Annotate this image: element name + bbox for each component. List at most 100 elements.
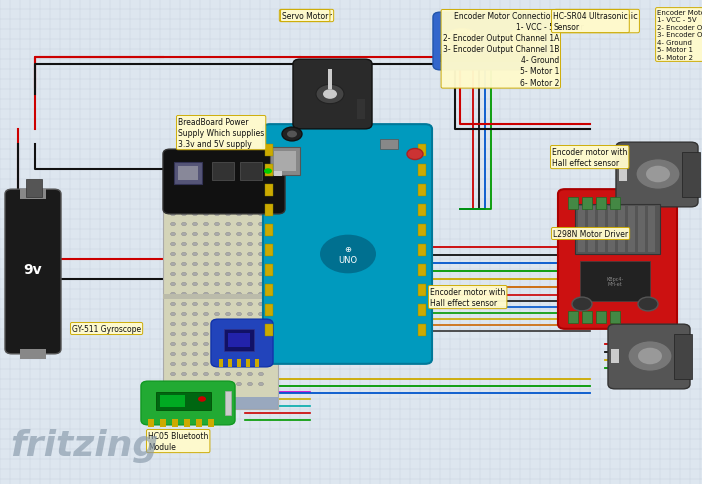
Bar xyxy=(228,333,250,348)
Bar xyxy=(618,207,625,253)
FancyBboxPatch shape xyxy=(163,150,285,214)
Circle shape xyxy=(225,373,230,376)
Circle shape xyxy=(192,213,197,216)
Circle shape xyxy=(264,169,272,174)
FancyBboxPatch shape xyxy=(608,324,690,389)
Text: GY-511 Gyroscope: GY-511 Gyroscope xyxy=(72,324,141,333)
Circle shape xyxy=(248,343,253,346)
Circle shape xyxy=(237,233,241,236)
Circle shape xyxy=(215,333,220,336)
Circle shape xyxy=(248,352,253,356)
Circle shape xyxy=(215,243,220,246)
Bar xyxy=(418,264,426,276)
Circle shape xyxy=(237,213,241,216)
Circle shape xyxy=(182,293,187,296)
Bar xyxy=(237,359,241,367)
Circle shape xyxy=(248,243,253,246)
Circle shape xyxy=(171,223,176,226)
Circle shape xyxy=(258,272,263,276)
Circle shape xyxy=(215,293,220,296)
Circle shape xyxy=(171,283,176,286)
Circle shape xyxy=(171,382,176,386)
Circle shape xyxy=(258,253,263,256)
Bar xyxy=(26,180,42,197)
Text: Servo Motor: Servo Motor xyxy=(282,12,329,21)
Bar xyxy=(638,207,645,253)
Circle shape xyxy=(204,283,208,286)
Bar xyxy=(610,311,620,323)
Bar xyxy=(178,166,198,181)
Circle shape xyxy=(204,293,208,296)
Circle shape xyxy=(258,213,263,216)
Circle shape xyxy=(182,213,187,216)
Circle shape xyxy=(320,235,376,274)
Circle shape xyxy=(192,293,197,296)
Circle shape xyxy=(204,243,208,246)
Circle shape xyxy=(258,302,263,306)
Circle shape xyxy=(204,343,208,346)
Bar xyxy=(608,207,615,253)
Circle shape xyxy=(237,272,241,276)
Text: 9v: 9v xyxy=(24,262,42,276)
Bar xyxy=(255,359,259,367)
FancyBboxPatch shape xyxy=(616,143,698,208)
Circle shape xyxy=(225,223,230,226)
Circle shape xyxy=(192,302,197,306)
Circle shape xyxy=(248,363,253,366)
Text: Encoder Motor Connections
1- VCC - 5V
2- Encoder Output Channel 1A
3- Encoder Ou: Encoder Motor Connections 1- VCC - 5V 2-… xyxy=(443,12,559,88)
Circle shape xyxy=(204,363,208,366)
Circle shape xyxy=(215,233,220,236)
Circle shape xyxy=(237,333,241,336)
Circle shape xyxy=(628,341,672,371)
Circle shape xyxy=(171,333,176,336)
Circle shape xyxy=(258,363,263,366)
Bar xyxy=(274,162,282,177)
Bar xyxy=(582,311,592,323)
Circle shape xyxy=(204,213,208,216)
Bar xyxy=(265,244,273,257)
Circle shape xyxy=(225,253,230,256)
Circle shape xyxy=(182,313,187,316)
Circle shape xyxy=(171,272,176,276)
Bar xyxy=(357,100,365,120)
Bar xyxy=(156,392,211,410)
Circle shape xyxy=(316,85,344,105)
Circle shape xyxy=(215,253,220,256)
Text: BreadBoard Power
Supply Which supplies
3.3v and 5V supply: BreadBoard Power Supply Which supplies 3… xyxy=(178,118,264,149)
Circle shape xyxy=(182,302,187,306)
Circle shape xyxy=(237,283,241,286)
Circle shape xyxy=(215,343,220,346)
Text: ⊕
UNO: ⊕ UNO xyxy=(338,245,357,264)
Circle shape xyxy=(192,243,197,246)
Bar xyxy=(418,205,426,216)
Bar xyxy=(596,311,606,323)
Circle shape xyxy=(258,352,263,356)
Text: HC-SR04 Ultrasonic
Sensor: HC-SR04 Ultrasonic Sensor xyxy=(553,12,628,32)
Bar xyxy=(682,152,700,197)
Circle shape xyxy=(215,352,220,356)
Circle shape xyxy=(407,149,423,160)
Bar xyxy=(418,304,426,317)
Circle shape xyxy=(204,253,208,256)
Circle shape xyxy=(215,323,220,326)
FancyBboxPatch shape xyxy=(433,13,552,71)
Circle shape xyxy=(237,313,241,316)
Bar xyxy=(580,261,650,302)
Bar xyxy=(611,349,619,363)
Circle shape xyxy=(182,243,187,246)
Circle shape xyxy=(506,30,542,54)
Circle shape xyxy=(192,373,197,376)
Circle shape xyxy=(215,223,220,226)
Bar xyxy=(265,205,273,216)
Bar xyxy=(274,151,296,172)
Circle shape xyxy=(237,363,241,366)
Circle shape xyxy=(237,343,241,346)
Circle shape xyxy=(215,213,220,216)
Circle shape xyxy=(171,293,176,296)
Bar xyxy=(163,397,278,409)
Circle shape xyxy=(287,131,297,138)
Bar xyxy=(674,334,692,379)
Circle shape xyxy=(204,223,208,226)
Circle shape xyxy=(215,382,220,386)
FancyBboxPatch shape xyxy=(263,125,432,364)
